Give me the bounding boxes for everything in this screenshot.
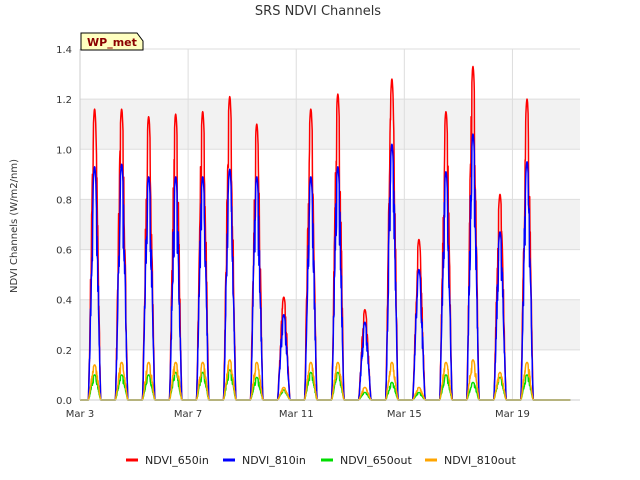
plot-band	[80, 99, 580, 150]
badge: WP_met	[80, 32, 144, 51]
y-tick-label: 1.4	[56, 45, 72, 56]
plot-band	[80, 249, 580, 300]
legend-label-series-ndvi-650in[interactable]: NDVI_650in	[145, 454, 209, 467]
legend: NDVI_650in NDVI_810in NDVI_650out NDVI_810o…	[126, 454, 516, 467]
y-tick-label: 1.0	[56, 145, 72, 156]
chart-title: SRS NDVI Channels	[255, 4, 381, 19]
legend-label-series-ndvi-810in[interactable]: NDVI_810in	[242, 454, 306, 467]
y-tick-label: 0.6	[56, 246, 72, 257]
y-tick-label: 0.0	[56, 396, 72, 407]
plot-band	[80, 49, 580, 100]
plot-band	[80, 199, 580, 250]
axes: 0.0 0.2 0.4 0.6 0.8 1.0 1.2 1.4 Mar 3 Mar 7 Mar 11…	[56, 45, 580, 420]
legend-label-series-ndvi-810out[interactable]: NDVI_810out	[444, 454, 516, 467]
y-tick-label: 0.2	[56, 346, 72, 357]
badge-label: WP_met	[87, 36, 137, 49]
x-tick-label: Mar 3	[66, 409, 94, 420]
x-tick-label: Mar 19	[495, 409, 530, 420]
y-axis-label: NDVI Channels (W/m2/nm)	[9, 159, 20, 293]
plot-band	[80, 149, 580, 200]
y-tick-label: 0.4	[56, 296, 72, 307]
y-tick-label: 0.8	[56, 195, 72, 206]
x-tick-label: Mar 11	[279, 409, 314, 420]
x-tick-label: Mar 7	[174, 409, 202, 420]
legend-label-series-ndvi-650out[interactable]: NDVI_650out	[340, 454, 412, 467]
x-tick-label: Mar 15	[387, 409, 422, 420]
y-tick-label: 1.2	[56, 95, 72, 106]
badge-box	[80, 32, 144, 51]
